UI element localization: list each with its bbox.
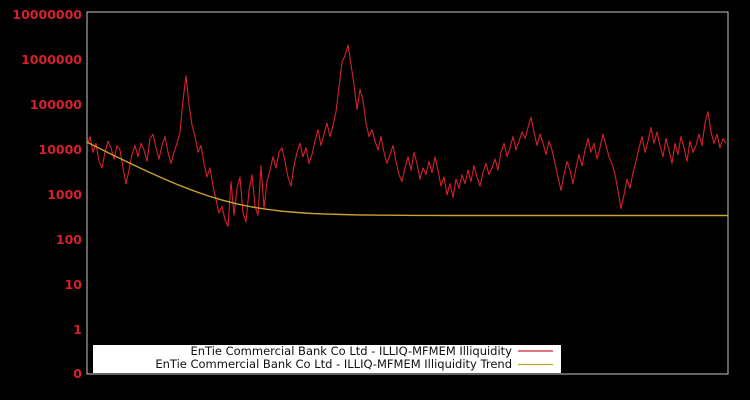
legend-label-illiquidity: EnTie Commercial Bank Co Ltd - ILLIQ-MFM… bbox=[190, 344, 512, 358]
legend-label-trend: EnTie Commercial Bank Co Ltd - ILLIQ-MFM… bbox=[155, 357, 512, 371]
y-tick-label: 10000000 bbox=[12, 7, 82, 22]
plot-frame bbox=[86, 11, 729, 375]
y-tick-label: 1000000 bbox=[21, 52, 82, 67]
y-tick-label: 10000 bbox=[39, 142, 83, 157]
y-tick-label: 1000 bbox=[47, 187, 82, 202]
illiquidity-trend-line bbox=[86, 141, 728, 217]
y-tick-label: 0 bbox=[73, 366, 82, 381]
legend-background bbox=[93, 345, 561, 373]
illiquidity-series-line bbox=[86, 44, 727, 228]
legend: EnTie Commercial Bank Co Ltd - ILLIQ-MFM… bbox=[93, 344, 561, 373]
y-tick-label: 1 bbox=[73, 322, 82, 337]
series-lines bbox=[86, 44, 728, 228]
y-tick-label: 100 bbox=[56, 232, 82, 247]
y-tick-label: 10 bbox=[65, 277, 83, 292]
y-tick-label: 100000 bbox=[30, 97, 82, 112]
